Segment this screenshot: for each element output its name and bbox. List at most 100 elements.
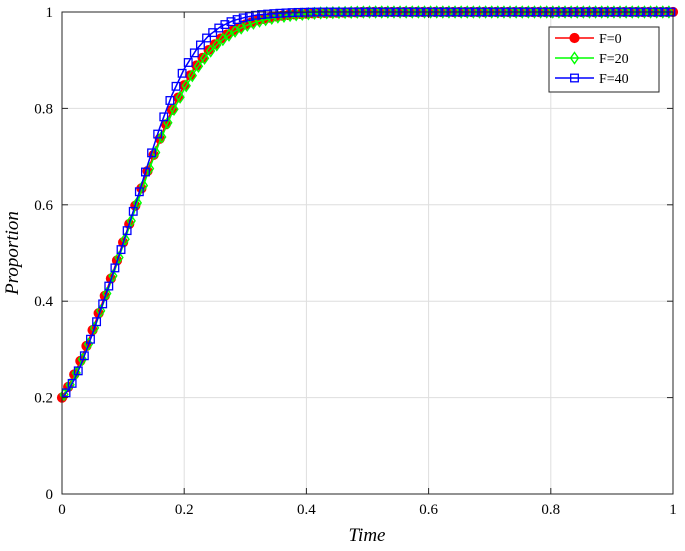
data-point-marker [450,5,460,19]
data-point-marker [633,5,644,19]
data-point-marker [104,281,114,291]
data-point-marker [468,5,479,19]
data-point-marker [165,96,175,105]
data-point-marker [322,6,332,20]
data-point-marker [205,44,216,58]
data-point-marker [244,12,254,21]
data-point-marker [159,112,169,122]
data-point-marker [238,13,248,23]
data-point-marker [352,5,363,19]
data-point-marker [334,5,344,20]
legend: F=0 F=20 F=40 [548,26,660,93]
data-point-marker [560,5,570,19]
data-point-marker [83,337,94,351]
data-point-marker [157,130,167,144]
data-point-marker [370,5,381,19]
data-point-marker [377,5,387,19]
data-point-marker [196,40,205,50]
data-point-marker [175,90,185,104]
legend-marker [569,32,580,44]
data-point-marker [183,58,193,67]
axis-ticks: 0 0.2 0.4 0.6 0.8 1 0 0.2 0.4 0.6 0.8 1 [34,5,677,518]
data-point-marker [651,5,662,19]
data-point-marker [92,317,102,327]
y-tick-label: 0 [46,487,54,503]
data-point-marker [197,52,208,63]
data-point-marker [603,5,613,19]
data-point-marker [615,5,625,19]
legend-label: F=20 [599,52,629,67]
data-point-marker [315,6,326,20]
data-point-marker [584,5,595,19]
data-point-marker [114,250,124,265]
data-point-marker [98,299,108,309]
data-point-marker [134,187,144,197]
data-point-marker [257,10,267,20]
data-point-marker [102,286,112,301]
data-point-marker [340,5,350,20]
data-point-marker [287,8,297,18]
data-point-marker [358,5,369,19]
data-point-marker [193,59,204,73]
data-point-marker [401,5,411,19]
data-point-marker [529,5,540,19]
legend-entry: F=0 [555,32,622,47]
data-point-marker [269,9,279,19]
data-point-marker [535,5,546,19]
data-point-marker [281,8,291,18]
x-axis-title: Time [349,525,386,546]
data-point-marker [199,51,210,66]
y-tick-label: 0.6 [34,198,53,214]
data-point-marker [407,5,417,19]
data-point-marker [664,5,674,19]
data-point-marker [419,5,430,19]
data-point-marker [187,68,198,83]
data-point-marker [95,304,106,318]
data-point-marker [169,102,179,116]
data-point-marker [73,366,83,376]
data-point-marker [517,5,527,19]
data-point-marker [212,38,222,52]
data-point-marker [621,5,631,19]
data-point-marker [658,5,668,19]
data-point-marker [364,5,375,19]
data-point-marker [202,33,212,43]
legend-entry: F=40 [555,72,629,87]
data-point-marker [86,334,95,344]
legend-items: F=0 F=20 F=40 [555,32,629,87]
legend-marker [570,73,579,83]
plot-frame [61,11,674,495]
data-point-marker [493,5,503,19]
data-point-marker [395,5,405,19]
y-tick-label: 0.2 [34,391,53,407]
data-point-marker [189,48,199,58]
legend-label: F=40 [599,72,629,87]
legend-marker [569,51,580,65]
data-point-marker [181,79,191,93]
data-point-marker [77,352,88,367]
data-point-marker [79,351,89,361]
data-point-marker [153,129,163,139]
data-point-marker [413,5,424,19]
data-point-marker [474,5,485,19]
x-tick-label: 0.8 [541,502,560,518]
data-point-marker [110,263,120,273]
data-point-marker [444,5,454,19]
data-point-marker [128,206,138,216]
data-point-marker [572,5,582,19]
data-point-marker [480,5,491,19]
x-tick-label: 0.4 [297,502,316,518]
data-point-marker [218,32,228,47]
data-point-marker [566,5,576,19]
data-point-marker [505,5,515,19]
data-point-marker [275,8,285,18]
data-point-marker [224,28,234,42]
data-point-marker [120,232,130,246]
x-tick-label: 0.2 [175,502,194,518]
data-point-marker [171,81,181,91]
data-point-marker [263,9,273,19]
data-point-marker [67,378,77,388]
data-point-marker [639,5,650,19]
